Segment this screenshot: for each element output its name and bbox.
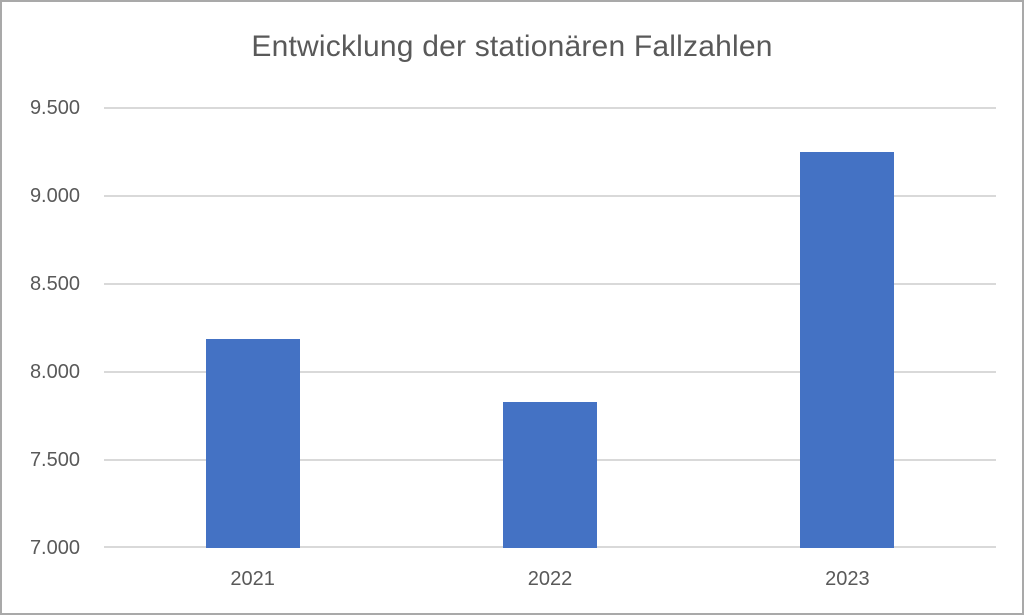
- x-tick-label-2023: 2023: [825, 568, 870, 590]
- gridline-9.000: [104, 195, 996, 197]
- y-tick-label-8.500: 8.500: [29, 273, 80, 295]
- y-tick-label-8.000: 8.000: [29, 361, 80, 383]
- bar-2021: [205, 338, 300, 548]
- chart-title: Entwicklung der stationären Fallzahlen: [251, 30, 773, 63]
- gridline-9.500: [104, 107, 996, 109]
- plot-area: 7.000 7.500 8.000 8.500 9.000 9.500 2021 2022 2…: [30, 97, 996, 590]
- bar-2023: [800, 152, 895, 548]
- gridline-8.000: [104, 371, 996, 373]
- y-tick-label-9.500: 9.500: [29, 97, 80, 119]
- x-tick-label-2021: 2021: [230, 568, 275, 590]
- gridline-8.500: [104, 283, 996, 285]
- y-tick-label-7.500: 7.500: [29, 449, 80, 471]
- x-tick-label-2022: 2022: [527, 568, 573, 590]
- y-tick-label-9.000: 9.000: [29, 185, 80, 207]
- y-tick-label-7.000: 7.000: [29, 537, 80, 559]
- bar-2022: [503, 401, 597, 548]
